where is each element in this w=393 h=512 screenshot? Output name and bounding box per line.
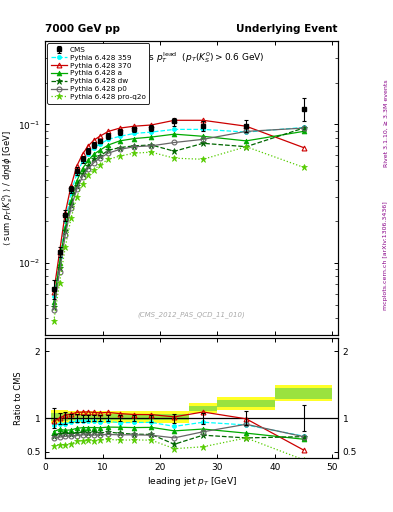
- Y-axis label: $\langle$ sum $p_T(K_s^0)$ $\rangle$ / d$\eta$d$\phi$ [GeV]: $\langle$ sum $p_T(K_s^0)$ $\rangle$ / d…: [0, 131, 15, 246]
- Text: Underlying Event: Underlying Event: [237, 24, 338, 34]
- Y-axis label: Ratio to CMS: Ratio to CMS: [14, 371, 23, 425]
- Text: Rivet 3.1.10, ≥ 3.3M events: Rivet 3.1.10, ≥ 3.3M events: [383, 79, 388, 167]
- Text: $\Sigma(p_T)$ vs $p_T^{\rm lead}$  $(p_T(K_S^0) > 0.6$ GeV$)$: $\Sigma(p_T)$ vs $p_T^{\rm lead}$ $(p_T(…: [118, 50, 265, 65]
- Text: mcplots.cern.ch [arXiv:1306.3436]: mcplots.cern.ch [arXiv:1306.3436]: [383, 202, 388, 310]
- X-axis label: leading jet $p_T$ [GeV]: leading jet $p_T$ [GeV]: [147, 475, 237, 488]
- Text: 7000 GeV pp: 7000 GeV pp: [45, 24, 120, 34]
- Text: (CMS_2012_PAS_QCD_11_010): (CMS_2012_PAS_QCD_11_010): [138, 311, 246, 317]
- Legend: CMS, Pythia 6.428 359, Pythia 6.428 370, Pythia 6.428 a, Pythia 6.428 dw, Pythia: CMS, Pythia 6.428 359, Pythia 6.428 370,…: [48, 43, 149, 103]
